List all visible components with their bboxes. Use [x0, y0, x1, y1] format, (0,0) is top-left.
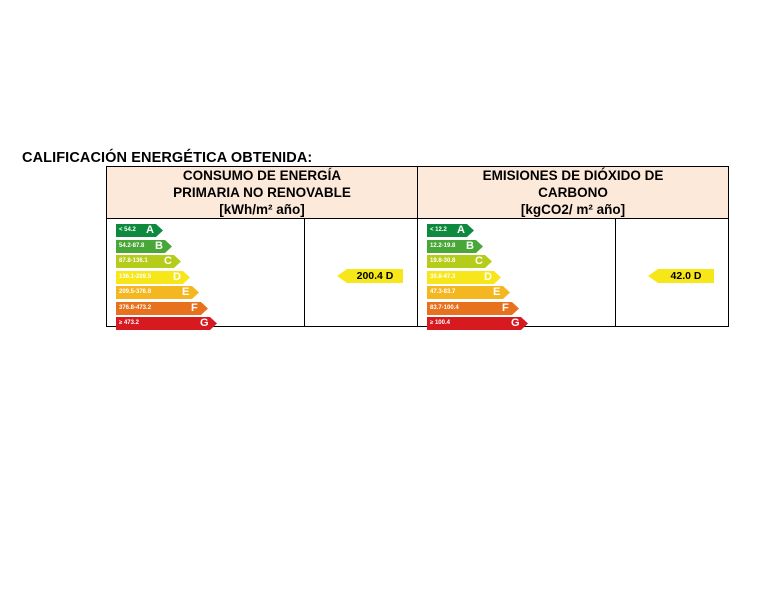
rating-band-range: < 12.2 — [430, 227, 447, 233]
energy-consumption-scale-area: < 54.2 A 54.2-87.8 B 87.8-136.1 C 136.1-209.5 D… — [106, 218, 418, 330]
co2-emissions-header-line-1: EMISIONES DE DIÓXIDO DE — [482, 168, 664, 183]
rating-band-letter: B — [155, 239, 163, 252]
rating-band-e: 209.5-376.8 E — [116, 286, 199, 299]
rating-band-f: 376.8-473.2 F — [116, 301, 208, 315]
rating-band-letter: D — [484, 270, 492, 283]
rating-band-range: 209.5-376.8 — [119, 289, 152, 295]
rating-band-a: < 54.2 A — [116, 224, 163, 237]
energy-consumption-rating-value: 200.4 D — [356, 270, 394, 282]
rating-band-range: 136.1-209.5 — [119, 273, 152, 280]
rating-band-g: ≥ 100.4 G — [427, 317, 528, 330]
rating-band-arrow — [427, 255, 492, 268]
rating-band-c: 19.8-30.8 C — [427, 255, 492, 268]
rating-band-letter: G — [511, 317, 520, 329]
rating-band-arrow — [116, 317, 217, 330]
co2-emissions-header: EMISIONES DE DIÓXIDO DE CARBONO [kgCO2/ … — [417, 166, 729, 219]
rating-band-range: 30.8-47.3 — [430, 273, 456, 280]
rating-band-letter: F — [191, 301, 198, 314]
co2-emissions-rating-value: 42.0 D — [670, 270, 702, 282]
rating-band-range: 376.8-473.2 — [119, 304, 152, 311]
column-divider — [615, 218, 616, 326]
rating-band-arrow — [116, 301, 208, 315]
rating-band-range: ≥ 473.2 — [119, 320, 139, 326]
rating-band-arrow — [427, 301, 519, 315]
rating-band-range: 54.2-87.8 — [119, 242, 145, 249]
rating-band-arrow — [427, 270, 501, 284]
rating-band-range: 83.7-100.4 — [430, 304, 459, 311]
rating-band-letter: G — [200, 317, 209, 329]
column-divider — [304, 218, 305, 326]
co2-emissions-header-unit: [kgCO2/ m² año] — [520, 202, 626, 217]
rating-band-c: 87.8-136.1 C — [116, 255, 181, 268]
rating-band-range: 12.2-19.8 — [430, 242, 456, 249]
rating-band-a: < 12.2 A — [427, 224, 474, 237]
rating-band-b: 12.2-19.8 B — [427, 239, 483, 253]
rating-band-range: 19.8-30.8 — [430, 258, 456, 264]
rating-arrow-shape — [648, 269, 714, 283]
rating-band-d: 136.1-209.5 D — [116, 270, 190, 284]
rating-band-arrow — [427, 224, 474, 237]
rating-band-arrow — [116, 239, 172, 253]
energy-consumption-header: CONSUMO DE ENERGÍA PRIMARIA NO RENOVABLE… — [106, 166, 418, 219]
energy-consumption-header-unit: [kWh/m² año] — [219, 202, 305, 217]
rating-band-arrow — [116, 270, 190, 284]
rating-arrow-shape — [337, 269, 403, 283]
rating-band-range: 87.8-136.1 — [119, 258, 148, 264]
rating-band-range: ≥ 100.4 — [430, 320, 450, 326]
rating-band-letter: A — [146, 224, 154, 236]
co2-emissions-scale-area: < 12.2 A 12.2-19.8 B 19.8-30.8 C 30.8-47.3 D 47.… — [417, 218, 729, 330]
rating-band-b: 54.2-87.8 B — [116, 239, 172, 253]
energy-consumption-header-line-2: PRIMARIA NO RENOVABLE — [173, 185, 351, 200]
rating-band-letter: C — [164, 255, 172, 267]
rating-band-arrow — [427, 239, 483, 253]
rating-band-letter: A — [457, 224, 465, 236]
rating-band-letter: E — [182, 286, 190, 298]
rating-band-range: 47.3-83.7 — [430, 289, 456, 295]
co2-emissions-header-line-2: CARBONO — [538, 185, 608, 200]
energy-consumption-header-line-1: CONSUMO DE ENERGÍA — [182, 168, 342, 183]
rating-band-letter: D — [173, 270, 181, 283]
rating-band-letter: C — [475, 255, 483, 267]
rating-band-arrow — [427, 286, 510, 299]
rating-band-f: 83.7-100.4 F — [427, 301, 519, 315]
rating-band-letter: B — [466, 239, 474, 252]
rating-band-arrow — [427, 317, 528, 330]
rating-band-g: ≥ 473.2 G — [116, 317, 217, 330]
rating-band-arrow — [116, 286, 199, 299]
rating-band-range: < 54.2 — [119, 227, 136, 233]
rating-band-e: 47.3-83.7 E — [427, 286, 510, 299]
rating-band-letter: E — [493, 286, 501, 298]
rating-band-arrow — [116, 224, 163, 237]
document-title: CALIFICACIÓN ENERGÉTICA OBTENIDA: — [22, 150, 313, 166]
rating-band-d: 30.8-47.3 D — [427, 270, 501, 284]
rating-band-arrow — [116, 255, 181, 268]
rating-band-letter: F — [502, 301, 509, 314]
